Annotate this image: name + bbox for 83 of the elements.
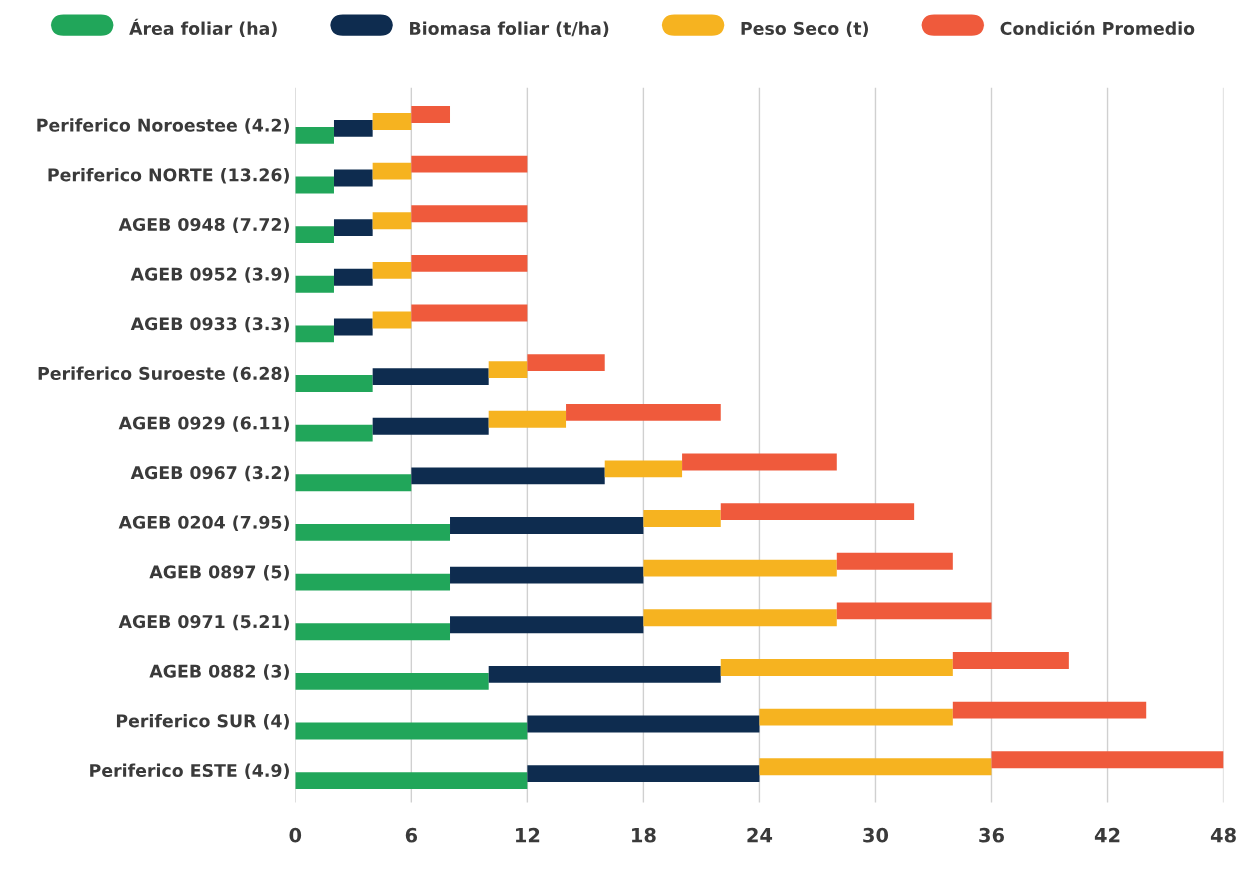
y-tick-label: Periferico NORTE (13.26): [48, 167, 289, 184]
y-tick-label: AGEB 0967 (3.2): [130, 465, 289, 482]
bar: [295, 226, 334, 244]
legend-label: Área foliar (ha): [129, 18, 277, 38]
x-tick-label: 24: [747, 827, 773, 843]
legend-label: Condición Promedio: [1000, 20, 1195, 35]
bar: [836, 602, 992, 620]
bar: [295, 623, 451, 641]
bar: [411, 106, 451, 123]
bar: [295, 573, 451, 591]
x-tick-label: 12: [516, 827, 540, 843]
y-tick-label: Periferico Suroeste (6.28): [38, 366, 289, 382]
x-tick-label: 18: [632, 827, 656, 843]
bar: [952, 652, 1069, 669]
x-tick-label: 6: [405, 827, 418, 843]
bar: [295, 722, 528, 740]
bar: [991, 751, 1224, 769]
bar: [372, 162, 412, 180]
bar: [372, 368, 489, 386]
bar: [566, 403, 721, 421]
bar: [527, 765, 760, 783]
bar: [295, 772, 528, 790]
bar: [372, 113, 412, 130]
bar: [295, 524, 451, 541]
bar: [488, 410, 567, 428]
y-tick-label: Periferico SUR (4): [116, 713, 289, 730]
bar: [488, 361, 528, 379]
bar: [643, 510, 721, 527]
bar: [759, 758, 992, 776]
bar: [411, 205, 528, 223]
bar: [411, 155, 528, 173]
y-tick-label: Periferico ESTE (4.9): [90, 763, 289, 780]
legend-label: Biomasa foliar (t/ha): [410, 21, 609, 38]
bar: [643, 609, 837, 627]
bar: [372, 212, 412, 230]
bar: [411, 467, 605, 485]
y-tick-label: Periferico Noroestee (4.2): [37, 118, 289, 134]
bar: [295, 424, 373, 442]
bar: [295, 672, 489, 690]
bar: [604, 460, 683, 478]
bar: [450, 517, 644, 534]
legend-label: Peso Seco (t): [741, 21, 868, 38]
bar: [295, 275, 334, 293]
bar: [295, 126, 334, 144]
y-tick-label: AGEB 0952 (3.9): [130, 267, 289, 283]
bar: [643, 559, 837, 577]
bar: [372, 417, 489, 435]
y-tick-label: AGEB 0948 (7.72): [118, 217, 289, 234]
bar: [333, 119, 373, 137]
bar: [333, 219, 373, 237]
bar: [527, 715, 760, 733]
x-tick-label: 0: [289, 827, 302, 843]
bar: [333, 268, 373, 286]
x-tick-label: 42: [1094, 827, 1120, 843]
bar: [295, 325, 334, 343]
bar: [720, 659, 953, 676]
x-tick-label: 30: [863, 827, 889, 843]
y-tick-label: AGEB 0933 (3.3): [130, 316, 289, 333]
bar: [295, 474, 412, 492]
y-tick-label: AGEB 0897 (5): [149, 565, 289, 581]
bar: [450, 616, 644, 634]
bar: [333, 318, 373, 336]
y-tick-label: AGEB 0204 (7.95): [118, 515, 289, 531]
bar: [759, 708, 953, 726]
bar: [372, 261, 412, 279]
x-tick-label: 36: [979, 827, 1004, 843]
bar: [720, 503, 915, 521]
y-tick-label: AGEB 0929 (6.11): [118, 416, 289, 432]
bar: [411, 304, 528, 322]
bar: [488, 665, 721, 683]
bar: [333, 169, 373, 187]
bar: [682, 453, 837, 471]
bar: [836, 552, 953, 570]
y-tick-label: AGEB 0882 (3): [149, 664, 289, 680]
x-tick-label: 48: [1210, 827, 1236, 843]
bar: [372, 311, 412, 329]
bar: [411, 254, 528, 272]
bar: [450, 566, 644, 584]
bar: [295, 176, 334, 194]
bar: [527, 354, 605, 372]
y-tick-label: AGEB 0971 (5.21): [118, 614, 289, 631]
bar: [295, 375, 373, 392]
bar: [952, 701, 1147, 719]
